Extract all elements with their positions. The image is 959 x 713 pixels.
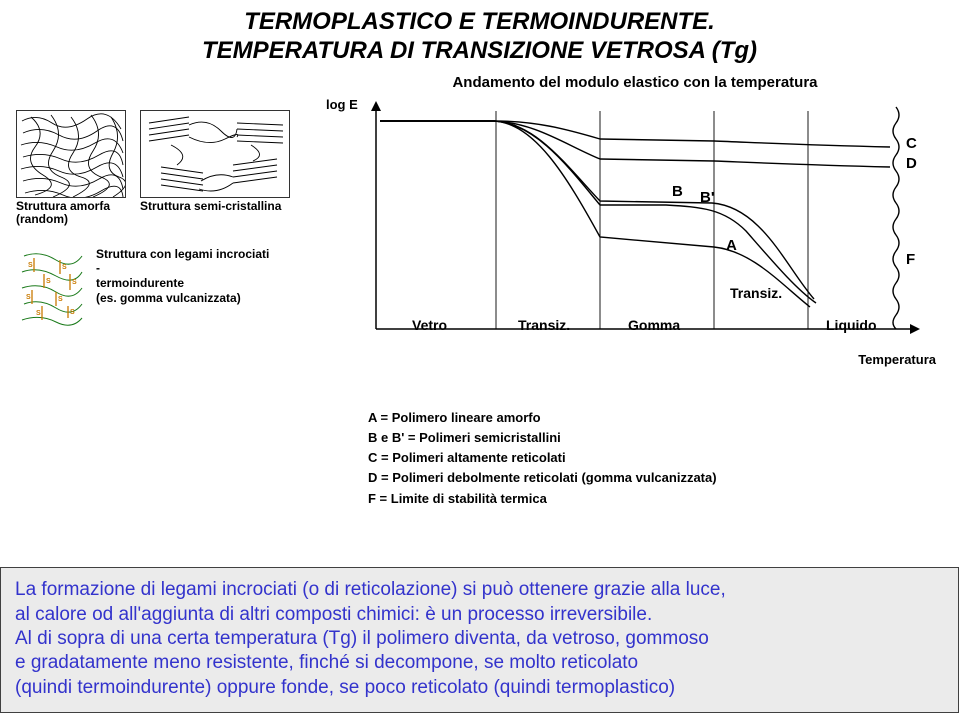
amorfa-label: Struttura amorfa (random) (16, 200, 126, 226)
curve-letter-a: A (726, 237, 737, 254)
semi-label: Struttura semi-cristallina (140, 200, 290, 213)
modulus-chart: Andamento del modulo elastico con la tem… (330, 74, 940, 374)
svg-text:S: S (46, 278, 51, 285)
semi-image (140, 110, 290, 198)
svg-text:S: S (26, 294, 31, 301)
footer-p1a: La formazione di legami incrociati (o di… (15, 578, 944, 602)
curve-letter-bp: B' (700, 189, 714, 206)
chart-ylabel: log E (326, 97, 358, 112)
title-line-2: TEMPERATURA DI TRANSIZIONE VETROSA (Tg) (0, 37, 959, 66)
structures-row-1: Struttura amorfa (random) (16, 110, 316, 226)
zone-transiz1: Transiz. (518, 317, 570, 333)
footer-description: La formazione di legami incrociati (o di… (0, 567, 959, 713)
curve-letter-d: D (906, 155, 917, 172)
curve-letter-c: C (906, 135, 917, 152)
page-title: TERMOPLASTICO E TERMOINDURENTE. TEMPERAT… (0, 0, 959, 66)
legend-d: D = Polimeri debolmente reticolati (gomm… (368, 468, 788, 488)
incrociati-label-3: (es. gomma vulcanizzata) (96, 292, 276, 305)
page: TERMOPLASTICO E TERMOINDURENTE. TEMPERAT… (0, 0, 959, 713)
incrociati-image: SS SS SS SS (16, 246, 86, 326)
incrociati-caption: Struttura con legami incrociati - termoi… (96, 246, 276, 305)
svg-text:S: S (70, 309, 75, 316)
zone-transiz2: Transiz. (730, 285, 782, 301)
chart-svg (366, 97, 926, 347)
chart-box: log E (366, 97, 926, 347)
chart-title: Andamento del modulo elastico con la tem… (330, 74, 940, 91)
footer-p2c: (quindi termoindurente) oppure fonde, se… (15, 676, 944, 700)
structure-amorfa: Struttura amorfa (random) (16, 110, 126, 226)
chart-xlabel: Temperatura (858, 352, 936, 367)
structures-panel: Struttura amorfa (random) (16, 110, 316, 346)
zone-vetro: Vetro (412, 317, 447, 333)
zone-gomma: Gomma (628, 317, 680, 333)
curve-letter-b: B (672, 183, 683, 200)
structures-row-2: SS SS SS SS Struttura con legami incroci… (16, 246, 316, 326)
title-line-1: TERMOPLASTICO E TERMOINDURENTE. (0, 8, 959, 37)
legend-a: A = Polimero lineare amorfo (368, 408, 788, 428)
structure-semi: Struttura semi-cristallina (140, 110, 290, 213)
curve-letter-f: F (906, 251, 915, 268)
svg-text:S: S (58, 296, 63, 303)
incrociati-label-2: termoindurente (96, 277, 276, 290)
footer-p2b: e gradatamente meno resistente, finché s… (15, 651, 944, 675)
structure-incrociati: SS SS SS SS Struttura con legami incroci… (16, 246, 276, 326)
svg-text:S: S (28, 262, 33, 269)
footer-p1b: al calore od all'aggiunta di altri compo… (15, 603, 944, 627)
zone-liquido: Liquido (826, 317, 877, 333)
footer-p2a: Al di sopra di una certa temperatura (Tg… (15, 627, 944, 651)
amorfa-image (16, 110, 126, 198)
svg-text:S: S (72, 279, 77, 286)
svg-text:S: S (62, 264, 67, 271)
legend-f: F = Limite di stabilità termica (368, 489, 788, 509)
legend-c: C = Polimeri altamente reticolati (368, 448, 788, 468)
legend-b: B e B' = Polimeri semicristallini (368, 428, 788, 448)
incrociati-label-1: Struttura con legami incrociati - (96, 248, 276, 274)
chart-legend: A = Polimero lineare amorfo B e B' = Pol… (368, 408, 788, 509)
svg-text:S: S (36, 310, 41, 317)
